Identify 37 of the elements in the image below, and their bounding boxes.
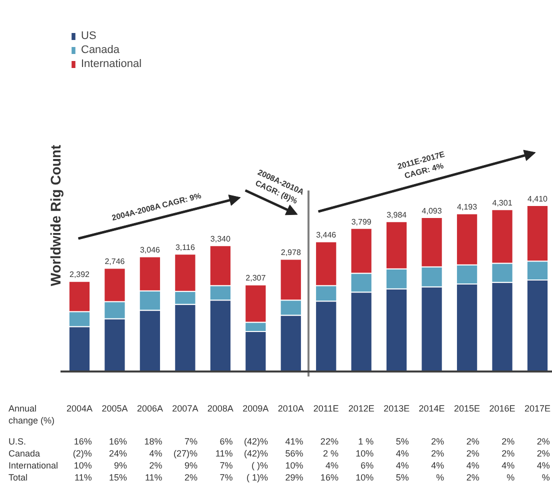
annotation: 2,392: [69, 270, 90, 280]
annotation: 3,046: [140, 246, 161, 255]
x-tick-label: 2013E: [384, 404, 410, 414]
annotation: 4,193: [457, 202, 478, 212]
annotation: 2,978: [280, 248, 302, 258]
annotation: 2,746: [104, 257, 126, 266]
annotation: 3,116: [175, 242, 196, 252]
annotation: 3,799: [351, 217, 372, 226]
text: International 10% 9% 2% 9% 7% ( )% 10% 4% 6% 4% 4% 4% 4% 4%: [8, 460, 550, 470]
text: Total 11% 15% 11% 2% 7% ( 1)% 29% 16% 10% 5% % 2% % %: [8, 472, 550, 482]
annotation: 4,301: [492, 198, 513, 208]
annotation: 3,984: [386, 210, 408, 220]
x-tick-label: 2017E: [524, 404, 551, 414]
text: Annual change (%): [8, 404, 55, 426]
x-tick-label: 2008A: [207, 404, 234, 414]
annotation: 4,410: [527, 194, 548, 204]
x-tick-label: 2006A: [136, 404, 163, 414]
x-tick-label: 2011E: [313, 404, 339, 414]
x-tick-label: 2010A: [278, 404, 304, 414]
text: Canada (2)% 24% 4% (27)% 11% (42)% 56% 2 % 10% 4% 2% 2% 2% 2%: [8, 448, 550, 458]
x-tick-label: 2016E: [489, 404, 516, 414]
x-tick-label: 2004A: [66, 404, 93, 414]
legend-label: Canada: [81, 44, 120, 56]
x-tick-label: 2014E: [418, 404, 445, 414]
x-tick-label: 2007A: [172, 404, 198, 414]
annotation: 3,340: [210, 234, 231, 244]
x-tick-label: 2005A: [102, 404, 128, 414]
text: U.S. 16% 16% 18% 7% 6% (42)% 41% 22% 1 % 5% 2% 2% 2% 2%: [8, 436, 550, 446]
annotation: 2,307: [246, 274, 266, 283]
legend-label: US: [81, 30, 98, 42]
x-tick-label: 2009A: [242, 404, 269, 414]
annotation: 4,093: [422, 206, 442, 216]
y-axis-title: Worldwide Rig Count: [48, 144, 64, 286]
x-tick-label: 2012E: [348, 404, 374, 414]
legend-label: International: [81, 58, 142, 70]
annotation: 3,446: [316, 230, 337, 240]
x-tick-label: 2015E: [454, 404, 480, 414]
